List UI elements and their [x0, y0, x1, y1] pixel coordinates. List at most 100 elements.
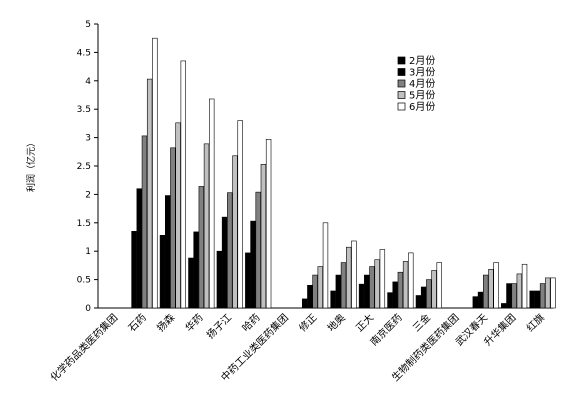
bar [506, 283, 512, 309]
bar [534, 290, 541, 309]
category-label: 红旗 [524, 311, 547, 334]
category-label: 南京医药 [367, 311, 404, 348]
legend-label: 6月份 [409, 101, 435, 113]
bar [408, 252, 414, 309]
bar [477, 291, 484, 309]
category-label: 华药 [182, 311, 205, 334]
y-tick-label: 0 [85, 304, 91, 314]
bar [131, 231, 137, 309]
category-label: 地奥 [324, 311, 347, 334]
y-tick-label: 1.5 [77, 219, 91, 229]
legend-swatch [397, 68, 406, 76]
bar [232, 155, 238, 309]
bar [255, 191, 261, 309]
bar [188, 257, 194, 309]
category-label: 正大 [353, 311, 376, 334]
bar [203, 143, 210, 309]
bar [436, 262, 442, 309]
bar [237, 120, 243, 309]
bar [472, 296, 479, 309]
bar [250, 220, 256, 309]
category-labels: 化学药品类医药集团 石药 扬森 华药 扬子江 哈药中药工业类医药集团 修正 地奥 正大南京医药三… [47, 311, 546, 384]
bar [351, 240, 357, 309]
bar [216, 250, 223, 309]
bar [415, 295, 422, 309]
bar [501, 303, 507, 309]
bar [493, 262, 499, 309]
category-label: 哈药 [239, 311, 262, 334]
bar [152, 37, 158, 309]
bar [379, 249, 386, 309]
y-tick-label: 2.5 [77, 162, 91, 172]
bar [397, 271, 404, 309]
bar [392, 281, 398, 309]
bar [511, 283, 517, 309]
bar [245, 252, 251, 309]
bar [136, 188, 142, 309]
bar [346, 246, 352, 309]
y-tick-label: 3.5 [77, 105, 91, 115]
bar [141, 135, 148, 309]
legend-swatch [397, 91, 406, 99]
y-tick-label: 0.5 [77, 276, 91, 286]
legend-swatch [397, 56, 406, 65]
bar [322, 222, 329, 309]
bar [198, 186, 205, 309]
y-tick-label: 2 [85, 190, 91, 200]
bar [364, 274, 370, 309]
bar [146, 78, 153, 309]
bar [488, 269, 494, 309]
legend-swatch [397, 79, 406, 88]
y-axis-label: 利润（亿元） [25, 138, 37, 192]
bar [164, 195, 171, 309]
bar [227, 192, 233, 309]
category-label: 升华集团 [481, 311, 518, 348]
bar [521, 263, 528, 309]
bar [221, 216, 228, 309]
bar [539, 283, 546, 309]
bar [335, 274, 342, 309]
bar [431, 270, 437, 309]
bar [550, 277, 556, 309]
y-axis-title: 利润（亿元） [25, 138, 37, 192]
legend-label: 2月份 [409, 55, 435, 67]
legend-swatch [397, 102, 406, 111]
bar [330, 290, 336, 309]
bar [420, 286, 427, 309]
category-label: 扬森 [154, 311, 177, 334]
bar [159, 235, 166, 309]
category-label: 三金 [410, 311, 433, 334]
y-tick-label: 5 [85, 20, 91, 30]
bar [387, 292, 393, 309]
category-label: 化学药品类医药集团 [47, 311, 120, 384]
legend-label: 5月份 [409, 90, 435, 102]
bar [301, 298, 308, 309]
bars [131, 37, 556, 309]
bar [170, 147, 176, 309]
bar [426, 279, 432, 309]
bar [516, 273, 523, 309]
bar [260, 164, 267, 309]
category-label: 扬子江 [204, 311, 234, 341]
bar [193, 231, 199, 309]
y-tick-label: 3 [85, 134, 91, 144]
bar [307, 284, 313, 309]
bar [545, 277, 551, 309]
bar [340, 262, 347, 309]
bar [317, 266, 323, 309]
legend-label: 4月份 [409, 78, 435, 90]
bar [312, 274, 318, 309]
bar [402, 261, 409, 309]
bar [529, 290, 535, 309]
legend-label: 3月份 [409, 67, 435, 79]
category-label: 修正 [296, 311, 319, 334]
bar [180, 60, 186, 309]
bar [358, 283, 365, 309]
bar [265, 139, 272, 309]
bar [175, 122, 181, 309]
bar [209, 98, 215, 309]
bar [369, 266, 375, 309]
y-tick-label: 4 [85, 77, 91, 87]
